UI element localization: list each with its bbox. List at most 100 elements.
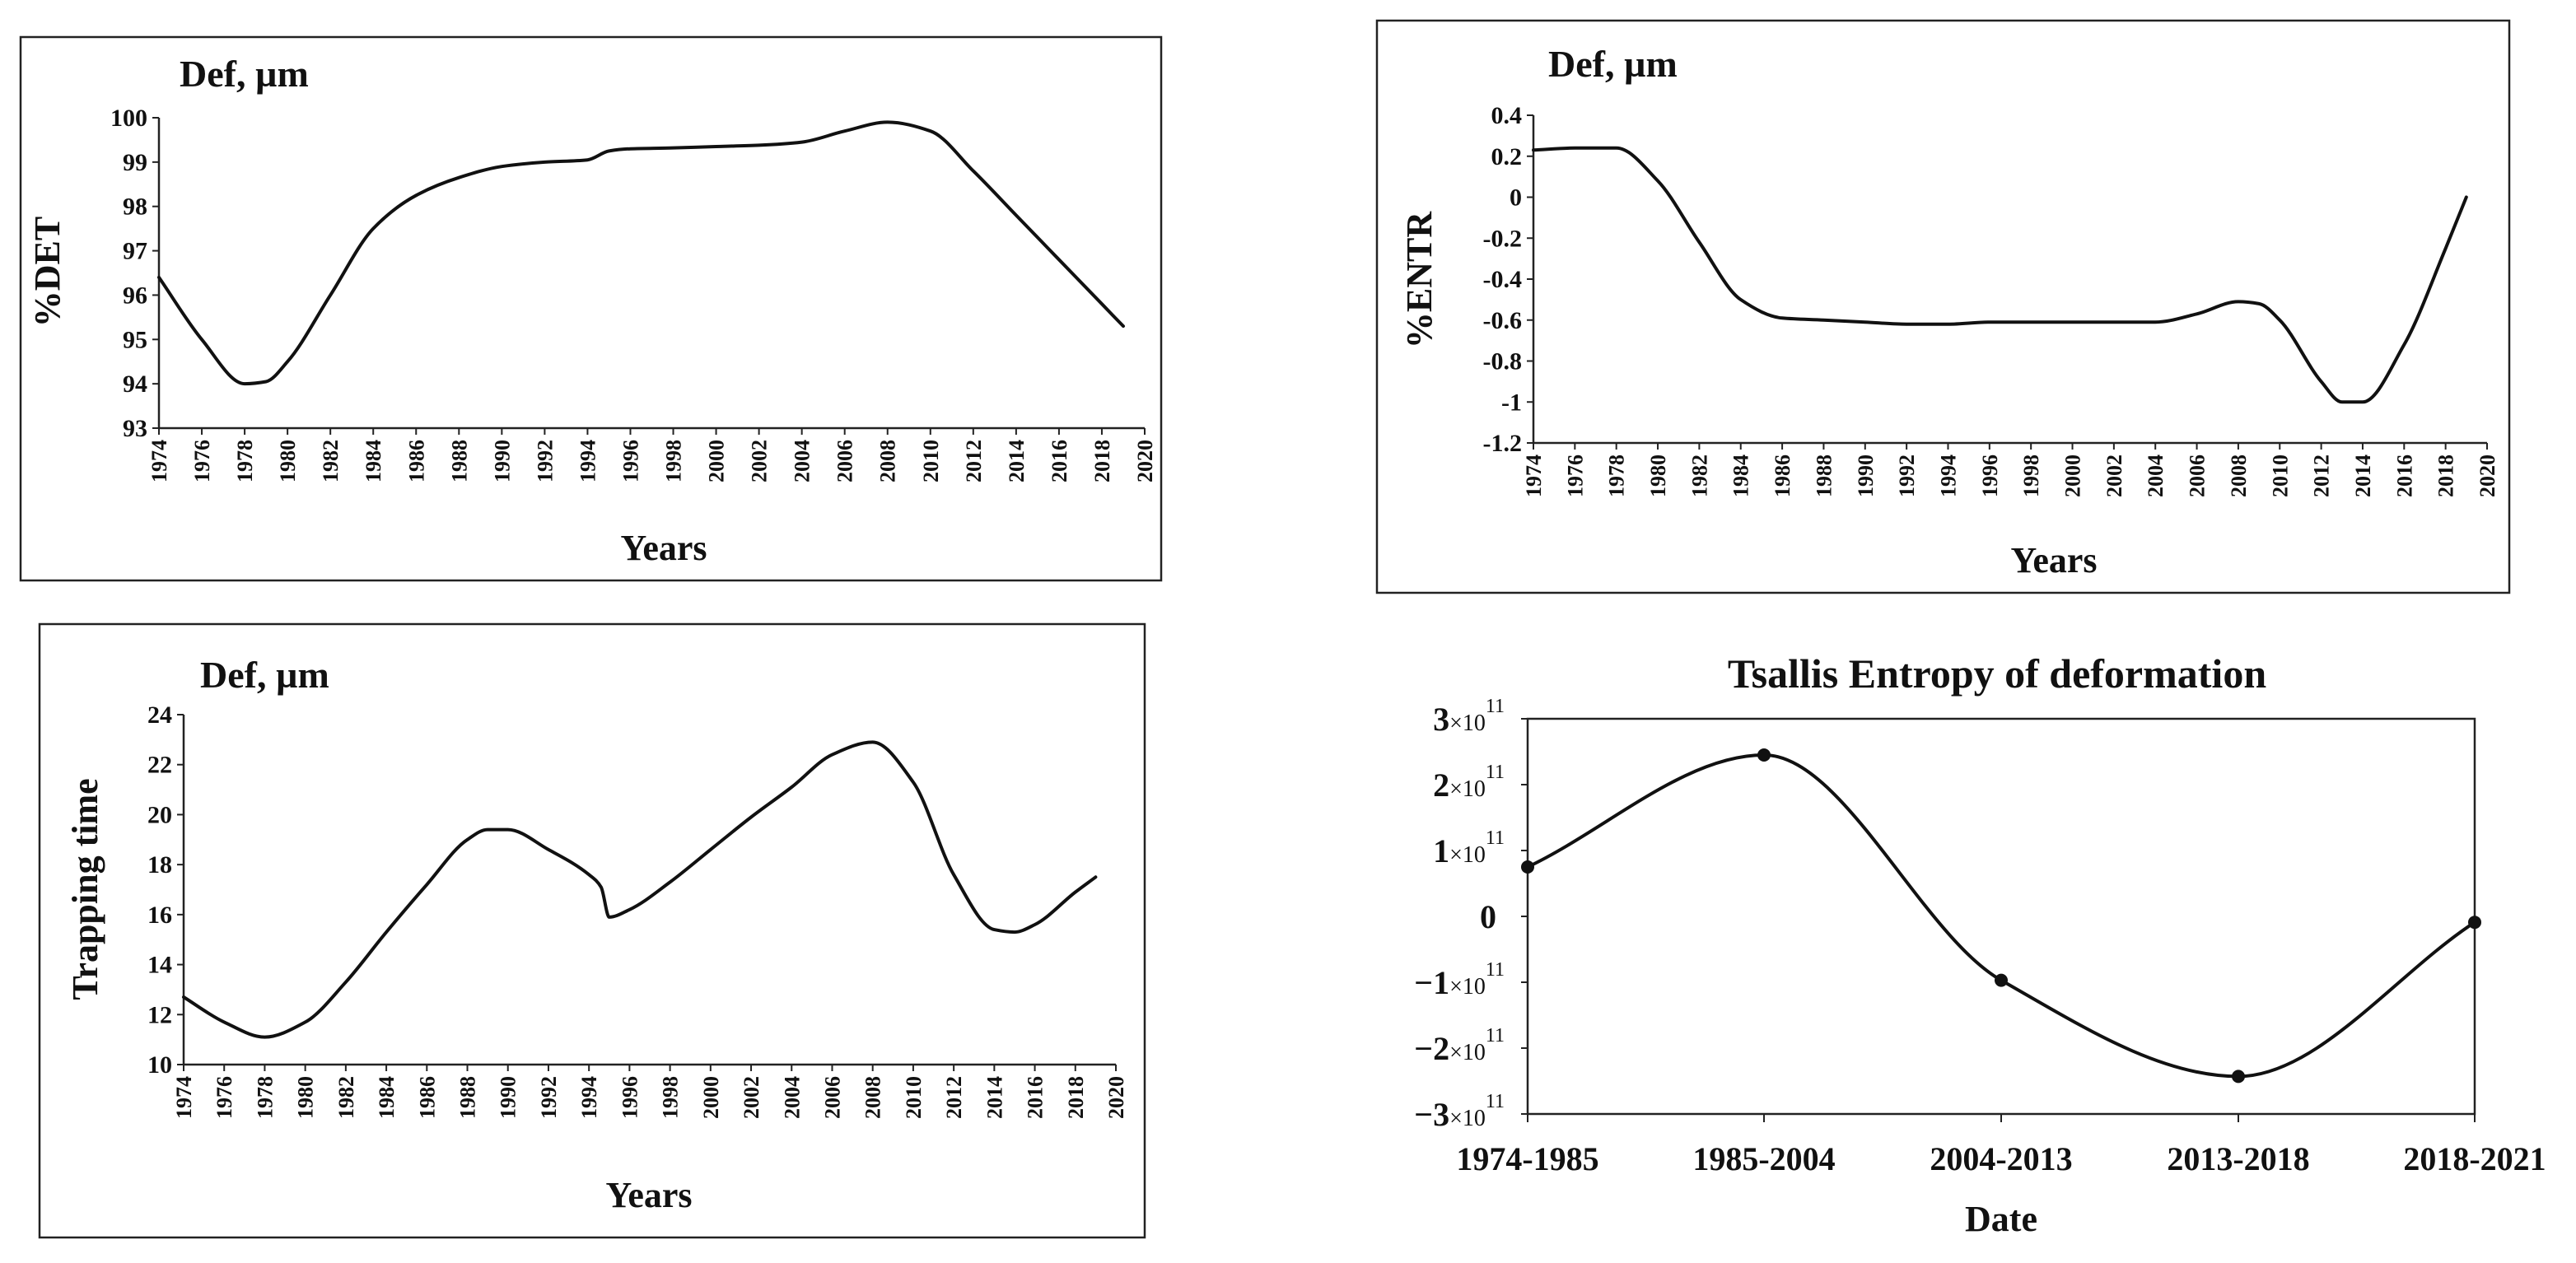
x-tick-label: 2012 [2310, 454, 2334, 497]
x-tick-label: 1992 [533, 440, 557, 482]
chart-trap: 10 12 14 16 18 20 22 24 1974 1976 1978 1980 1982 1984… [65, 654, 1128, 1215]
y-tick-label: 100 [110, 105, 147, 132]
x-tick-label: 2006 [2186, 454, 2210, 497]
x-tick-label: 2002 [748, 440, 772, 482]
y-tick-label: 20 [147, 801, 172, 828]
x-tick-label: 1974 [1522, 454, 1546, 497]
x-tick-label: 2004-2013 [1930, 1140, 2072, 1177]
y-axis-title: Trapping time [65, 778, 105, 1000]
x-tick-label: 2002 [2102, 454, 2126, 497]
x-tick-label: 1990 [490, 440, 514, 482]
x-axis-title: Years [620, 528, 707, 568]
x-tick-label: 2002 [740, 1076, 763, 1119]
x-tick-label: 1986 [415, 1076, 439, 1119]
x-tick-label: 2016 [2392, 454, 2416, 497]
y-tick-label: −2×1011 [1414, 1025, 1505, 1067]
x-tick-label: 2014 [1005, 440, 1029, 482]
y-tick-label: -0.6 [1483, 307, 1523, 334]
x-tick-label: 1996 [1978, 454, 2002, 497]
x-tick-label: 2004 [791, 440, 814, 482]
x-tick-label: 1986 [1771, 454, 1794, 497]
x-tick-label: 1996 [618, 1076, 642, 1119]
y-axis-title: %DET [27, 217, 68, 327]
x-tick-label: 2008 [861, 1076, 885, 1119]
x-tick-label: 2010 [2268, 454, 2292, 497]
y-tick-label: 96 [123, 282, 147, 309]
x-tick-label: 1984 [362, 440, 385, 482]
x-tick-label: 1988 [447, 440, 471, 482]
y-tick-label: 93 [123, 415, 147, 442]
y-tick-label: 16 [147, 902, 172, 929]
x-tick-label: 2008 [2227, 454, 2251, 497]
x-tick-label: 2018 [1064, 1076, 1088, 1119]
y-tick-label: -1.2 [1483, 430, 1523, 457]
x-tick-label: 1976 [1563, 454, 1587, 497]
data-point [1521, 860, 1534, 874]
x-axis-title: Date [1965, 1199, 2037, 1239]
x-tick-label: 1998 [662, 440, 686, 482]
data-point [2232, 1070, 2245, 1084]
data-point [1995, 973, 2008, 987]
y-tick-label: 24 [147, 701, 172, 729]
y-tick-label: 94 [123, 371, 147, 398]
x-tick-label: 1978 [253, 1076, 277, 1119]
x-tick-label: 1994 [1936, 454, 1960, 497]
x-tick-label: 1974 [147, 440, 171, 482]
y-tick-label: -0.8 [1483, 348, 1523, 375]
x-tick-label: 2020 [1104, 1076, 1128, 1119]
x-tick-label: 1980 [276, 440, 300, 482]
x-tick-label: 2018-2021 [2403, 1140, 2546, 1177]
x-tick-label: 2010 [902, 1076, 926, 1119]
x-tick-label: 1978 [233, 440, 257, 482]
x-tick-label: 1990 [1854, 454, 1878, 497]
y-tick-label: 97 [123, 238, 147, 265]
x-tick-label: 1974-1985 [1456, 1140, 1598, 1177]
x-tick-label: 2006 [833, 440, 857, 482]
x-tick-label: 2000 [699, 1076, 723, 1119]
chart-annotation: Def, µm [180, 53, 309, 95]
x-tick-label: 1984 [1729, 454, 1753, 497]
y-tick-label: −3×1011 [1414, 1091, 1505, 1133]
x-tick-label: 2004 [2144, 454, 2168, 497]
y-tick-label: -1 [1501, 389, 1522, 416]
x-tick-label: 1976 [190, 440, 214, 482]
x-tick-label: 1982 [1687, 454, 1711, 497]
x-tick-label: 1978 [1605, 454, 1629, 497]
x-tick-label: 1988 [1812, 454, 1836, 497]
x-tick-label: 2018 [2434, 454, 2458, 497]
x-tick-label: 1988 [456, 1076, 480, 1119]
chart-tsallis: Tsallis Entropy of deformation −3×1011 −2×… [1414, 650, 2546, 1239]
chart-entr: -1.2 -1 -0.8 -0.6 -0.4 -0.2 0 0.2 0.4 1974 1976 197… [1399, 43, 2499, 580]
x-tick-label: 2000 [2061, 454, 2085, 497]
x-tick-label: 1974 [172, 1076, 196, 1119]
x-tick-label: 1994 [576, 440, 600, 482]
panel-frame-det [19, 35, 1163, 582]
y-tick-label: 12 [147, 1001, 172, 1028]
series-line [182, 740, 1098, 1039]
x-tick-label: 1980 [294, 1076, 318, 1119]
series-line [1526, 753, 2476, 1079]
x-tick-label: 2020 [2476, 454, 2499, 497]
y-tick-label: −1×1011 [1414, 959, 1505, 1001]
x-tick-label: 1990 [497, 1076, 520, 1119]
x-tick-label: 1982 [334, 1076, 358, 1119]
panel-frame-trap [38, 622, 1146, 1239]
x-tick-label: 1980 [1646, 454, 1670, 497]
y-tick-label: 14 [147, 952, 172, 979]
series-line [157, 120, 1125, 386]
x-tick-label: 2008 [876, 440, 900, 482]
x-tick-label: 1998 [659, 1076, 683, 1119]
x-tick-label: 1998 [2019, 454, 2043, 497]
panel-frame-entr [1375, 19, 2511, 594]
y-tick-label: -0.2 [1483, 225, 1523, 252]
x-tick-label: 2018 [1090, 440, 1114, 482]
x-tick-label: 1986 [404, 440, 428, 482]
x-tick-label: 2006 [820, 1076, 844, 1119]
chart-annotation: Def, µm [200, 654, 329, 696]
chart-title: Tsallis Entropy of deformation [1728, 650, 2266, 697]
y-tick-label: 0 [1480, 898, 1496, 935]
y-tick-label: 95 [123, 326, 147, 353]
data-point [2468, 916, 2481, 930]
series-line [1532, 146, 2468, 404]
